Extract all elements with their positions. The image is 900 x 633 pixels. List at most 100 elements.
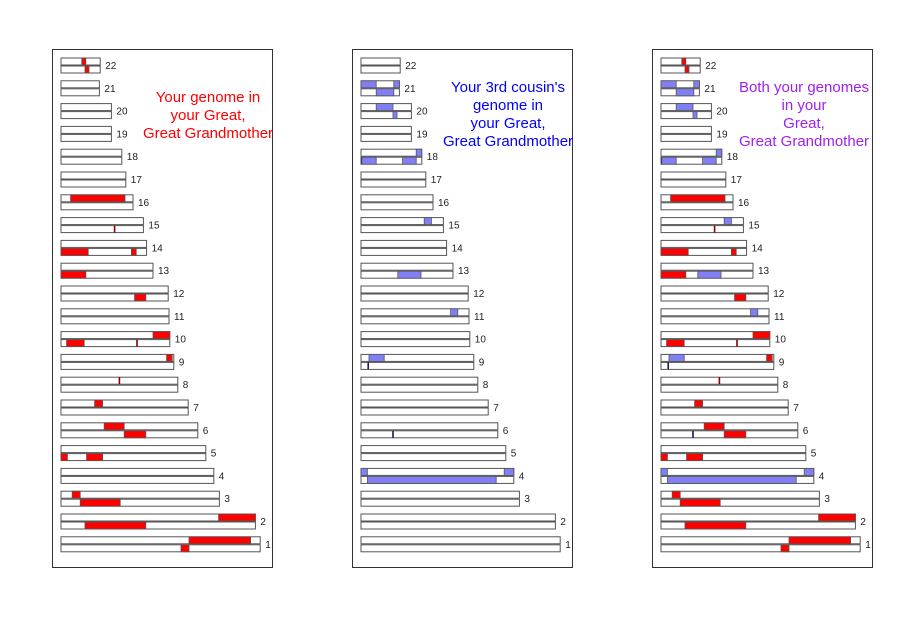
chromosome-label-3: 3 bbox=[224, 494, 230, 505]
chromosome-10-bottom-bar bbox=[660, 339, 771, 348]
chromosome-label-5: 5 bbox=[211, 449, 217, 460]
chromosome-label-9: 9 bbox=[479, 357, 485, 368]
chromosome-6-top-bar bbox=[660, 422, 799, 431]
segment-chr4-bottom-blue bbox=[366, 475, 497, 484]
segment-chr22-bottom-red bbox=[84, 65, 90, 74]
segment-chr2-bottom-red bbox=[84, 521, 147, 530]
chromosome-label-15: 15 bbox=[748, 221, 760, 232]
chromosome-10-bottom-bar bbox=[60, 339, 171, 348]
segment-chr20-top-blue bbox=[375, 103, 394, 111]
segment-chr5-bottom-red bbox=[660, 453, 668, 462]
chromosome-label-9: 9 bbox=[779, 357, 785, 368]
segment-chr13-bottom-red bbox=[60, 270, 87, 279]
chromosome-label-20: 20 bbox=[416, 107, 428, 118]
segment-chr18-bottom-blue bbox=[402, 156, 417, 165]
segment-chr18-bottom-blue bbox=[702, 156, 717, 165]
chromosome-5-bottom-bar bbox=[360, 453, 507, 462]
chromosome-22-top-bar bbox=[60, 57, 101, 66]
segment-chr10-top-red bbox=[752, 331, 771, 340]
chromosome-label-18: 18 bbox=[727, 152, 739, 163]
chromosome-14-top-bar bbox=[660, 239, 748, 248]
segment-chr18-top-blue bbox=[415, 148, 423, 157]
chromosome-15-bottom-bar bbox=[60, 225, 144, 234]
chromosome-18-top-bar bbox=[360, 148, 423, 157]
chromosome-3-top-bar bbox=[660, 490, 820, 499]
segment-chr6-top-red bbox=[703, 422, 725, 431]
chromosome-22-bottom-bar bbox=[360, 65, 401, 74]
chromosome-15-top-bar bbox=[660, 217, 744, 226]
chromosome-11-top-bar bbox=[360, 308, 470, 317]
chromosome-9-bottom-bar bbox=[660, 361, 775, 370]
chromosome-12-bottom-bar bbox=[360, 293, 469, 302]
segment-chr10-top-red bbox=[152, 331, 171, 340]
segment-chr8-top-red-thin bbox=[118, 377, 121, 385]
chromosome-19-top-bar bbox=[660, 125, 712, 134]
segment-chr15-top-blue bbox=[723, 217, 732, 226]
segment-chr4-top-blue bbox=[503, 467, 515, 476]
chromosome-label-1: 1 bbox=[865, 540, 871, 551]
segment-chr21-top-blue bbox=[360, 80, 377, 89]
chromosome-14-bottom-bar bbox=[360, 247, 448, 256]
chromosome-19-bottom-bar bbox=[60, 133, 112, 142]
segment-chr15-bottom-red-thin bbox=[113, 225, 116, 233]
chromosome-7-top-bar bbox=[660, 399, 789, 408]
chromosome-1-bottom-bar bbox=[360, 544, 561, 553]
chromosome-19-top-bar bbox=[360, 125, 412, 134]
chromosome-13-top-bar bbox=[360, 262, 454, 271]
chromosome-14-top-bar bbox=[60, 239, 148, 248]
chromosome-2-top-bar bbox=[360, 513, 556, 522]
segment-chr14-bottom-red bbox=[60, 247, 89, 256]
chromosome-label-16: 16 bbox=[138, 198, 150, 209]
chromosome-17-bottom-bar bbox=[360, 179, 427, 188]
chromosome-5-top-bar bbox=[660, 445, 807, 454]
segment-chr11-top-blue bbox=[450, 308, 459, 317]
chromosome-label-11: 11 bbox=[474, 312, 485, 323]
segment-chr1-top-red bbox=[788, 536, 851, 545]
chromosome-label-16: 16 bbox=[738, 198, 750, 209]
chromosome-15-top-bar bbox=[360, 217, 444, 226]
chromosome-label-8: 8 bbox=[783, 380, 789, 391]
chromosome-label-3: 3 bbox=[824, 494, 830, 505]
chromosome-11-top-bar bbox=[660, 308, 770, 317]
segment-chr21-top-blue bbox=[393, 80, 400, 89]
segment-chr5-bottom-red bbox=[686, 453, 703, 462]
segment-chr6-bottom-red bbox=[123, 430, 147, 439]
chromosome-9-bottom-bar bbox=[360, 361, 475, 370]
panel-your-genome: 22 21 20 19 18 17 16 15 14 13 12 11 10 9 8 7 6 5 4 3 2 1 Your… bbox=[52, 49, 273, 568]
chromosome-13-top-bar bbox=[60, 262, 154, 271]
chromosome-1-bottom-bar bbox=[660, 544, 861, 553]
chromosome-label-2: 2 bbox=[260, 517, 266, 528]
chromosome-1-top-bar bbox=[360, 536, 561, 545]
chromosome-16-bottom-bar bbox=[60, 202, 134, 211]
chromosome-label-8: 8 bbox=[183, 380, 189, 391]
chromosome-20-bottom-bar bbox=[660, 111, 712, 120]
chromosome-12-top-bar bbox=[360, 285, 469, 294]
chromosome-label-20: 20 bbox=[716, 107, 728, 118]
chromosome-label-16: 16 bbox=[438, 198, 450, 209]
chromosome-2-bottom-bar bbox=[60, 521, 256, 530]
segment-chr9-top-red bbox=[166, 353, 173, 362]
segment-chr12-bottom-red bbox=[134, 293, 147, 302]
chromosome-22-top-bar bbox=[660, 57, 701, 66]
chromosome-22-top-bar bbox=[360, 57, 401, 66]
segment-chr15-top-blue bbox=[423, 217, 432, 226]
segment-chr20-bottom-blue bbox=[692, 111, 698, 119]
chromosome-3-bottom-bar bbox=[360, 498, 520, 507]
segment-chr3-top-red bbox=[671, 490, 681, 499]
chromosome-9-top-bar bbox=[60, 353, 175, 362]
chromosome-16-bottom-bar bbox=[660, 202, 734, 211]
panel-cousin-genome: 22 21 20 19 18 17 16 15 14 13 12 11 10 9 8 7 6 5 4 3 2 1 Your… bbox=[352, 49, 573, 568]
chromosome-22-bottom-bar bbox=[60, 65, 101, 74]
chromosome-7-top-bar bbox=[360, 399, 489, 408]
chromosome-label-10: 10 bbox=[775, 335, 787, 346]
chromosome-21-top-bar bbox=[60, 80, 100, 89]
panel-title-your-genome: Your genome in your Great, Great Grandmo… bbox=[142, 89, 274, 142]
segment-chr9-top-blue bbox=[368, 353, 385, 362]
chromosome-17-top-bar bbox=[60, 171, 127, 180]
chromosome-3-bottom-bar bbox=[660, 498, 820, 507]
chromosome-11-bottom-bar bbox=[60, 316, 170, 325]
chromosome-17-bottom-bar bbox=[60, 179, 127, 188]
segment-chr10-bottom-red-thin bbox=[136, 339, 138, 347]
chromosome-3-top-bar bbox=[60, 490, 220, 499]
chromosome-label-5: 5 bbox=[811, 449, 817, 460]
